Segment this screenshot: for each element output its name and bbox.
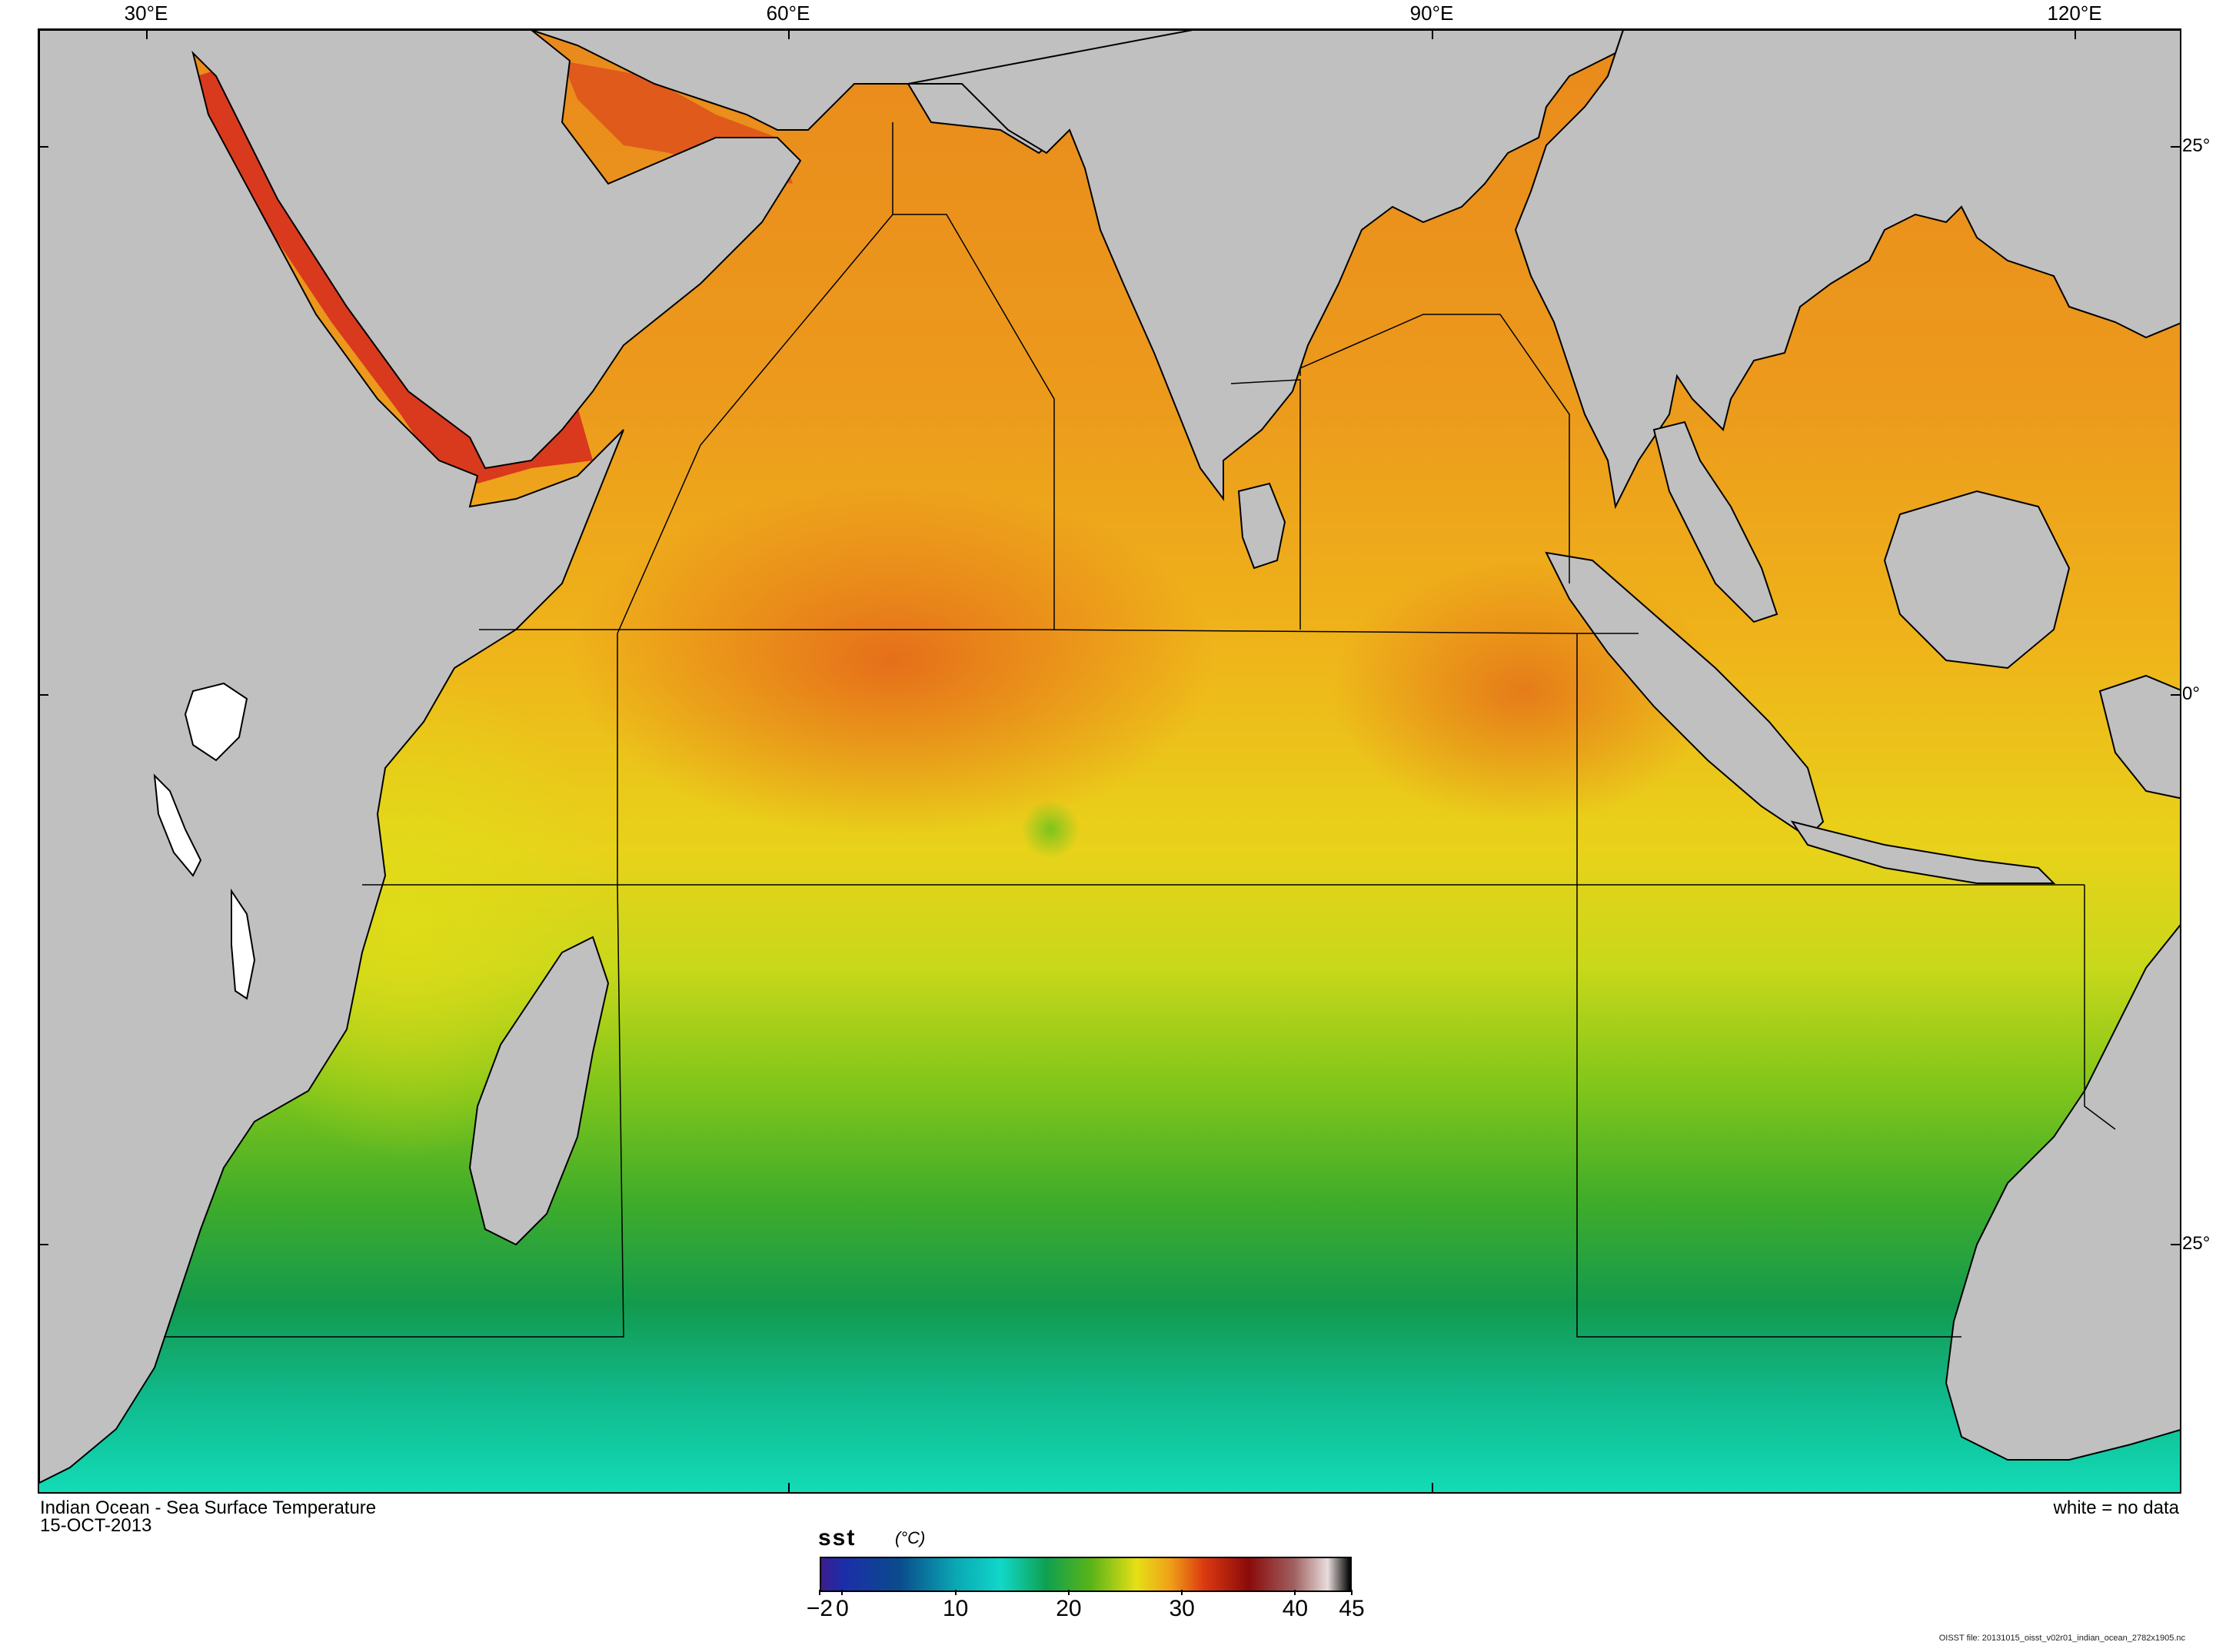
region-boundaries xyxy=(164,122,2116,1338)
lon-label-90e: 90°E xyxy=(1409,2,1454,25)
file-note: OISST file: 20131015_oisst_v02r01_indian… xyxy=(1938,1634,2185,1643)
colorbar-tick-label: −2 xyxy=(806,1596,833,1621)
lon-label-30e: 30°E xyxy=(124,2,168,25)
lon-label-120e: 120°E xyxy=(2047,2,2102,25)
cool-eddy xyxy=(1021,800,1080,859)
sst-map xyxy=(38,28,2181,1494)
colorbar xyxy=(820,1557,1352,1592)
colorbar-tick xyxy=(1181,1590,1183,1595)
tick-right-25n xyxy=(2171,146,2181,148)
colorbar-tick-label: 0 xyxy=(836,1596,849,1621)
tick-top-30e xyxy=(146,28,148,39)
colorbar-variable: sst xyxy=(818,1525,857,1551)
colorbar-tick xyxy=(819,1590,820,1595)
colorbar-tick-label: 20 xyxy=(1056,1596,1082,1621)
tick-bottom-90e xyxy=(1432,1483,1433,1494)
no-data-lakes xyxy=(153,682,256,1000)
lat-label-0: 0° xyxy=(2182,683,2200,704)
tick-top-90e xyxy=(1432,28,1433,39)
tick-left-0 xyxy=(38,694,48,696)
tick-right-25s xyxy=(2171,1244,2181,1245)
lon-label-60e: 60°E xyxy=(766,2,810,25)
colorbar-tick xyxy=(1351,1590,1353,1595)
colorbar-tick-label: 45 xyxy=(1339,1596,1365,1621)
colorbar-tick-label: 40 xyxy=(1282,1596,1309,1621)
tick-right-0 xyxy=(2171,694,2181,696)
tick-top-60e xyxy=(788,28,790,39)
land-masses xyxy=(39,30,2180,1484)
warm-pool-west xyxy=(570,484,1216,837)
colorbar-tick xyxy=(841,1590,843,1595)
map-date: 15-OCT-2013 xyxy=(40,1515,152,1536)
colorbar-tick xyxy=(1067,1590,1070,1595)
colorbar-unit: (°C) xyxy=(895,1528,926,1547)
tick-top-120e xyxy=(2075,28,2076,39)
lat-label-25n: 25° xyxy=(2182,135,2211,156)
tick-left-25s xyxy=(38,1244,48,1245)
tick-left-25n xyxy=(38,146,48,148)
colorbar-tick-label: 10 xyxy=(942,1596,969,1621)
no-data-note: white = no data xyxy=(2053,1497,2179,1518)
colorbar-tick xyxy=(954,1590,957,1595)
sst-map-canvas xyxy=(39,30,2180,1492)
colorbar-tick xyxy=(1294,1590,1296,1595)
lat-label-25s: 25° xyxy=(2182,1233,2211,1254)
map-title: Indian Ocean - Sea Surface Temperature xyxy=(40,1497,377,1518)
colorbar-tick-label: 30 xyxy=(1169,1596,1195,1621)
tick-bottom-60e xyxy=(788,1483,790,1494)
